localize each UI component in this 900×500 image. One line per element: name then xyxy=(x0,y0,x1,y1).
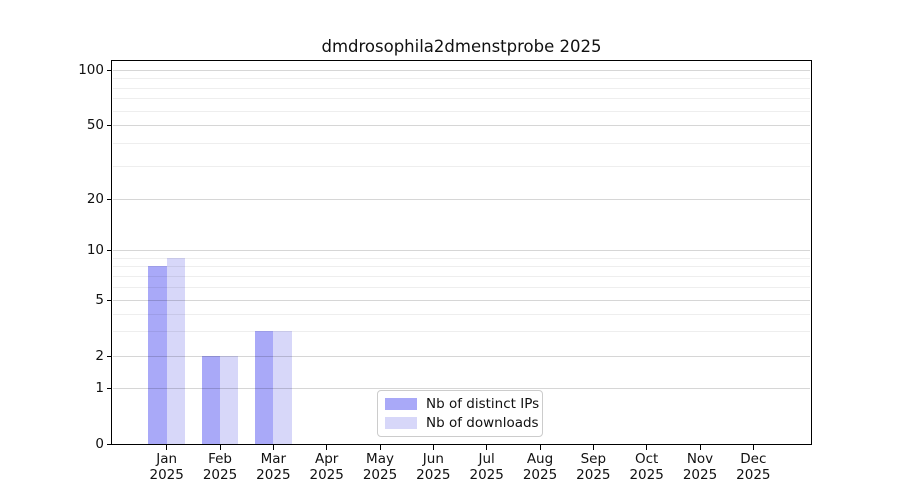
x-tick-year-oct: 2025 xyxy=(629,466,664,483)
x-tick-month-jan: Jan xyxy=(156,451,178,467)
x-tick-year-aug: 2025 xyxy=(522,466,558,483)
bar-distinct-ips-jan xyxy=(148,266,167,444)
gridline-major-10 xyxy=(113,250,810,251)
x-tick-year-jan: 2025 xyxy=(149,466,184,483)
x-tick-month-mar: Mar xyxy=(260,451,287,467)
legend-item-distinct-ips: Nb of distinct IPs xyxy=(385,396,540,412)
y-tick-label-2: 2 xyxy=(95,348,104,364)
x-tick-apr xyxy=(326,445,328,450)
x-tick-jul xyxy=(486,445,488,450)
x-tick-month-oct: Oct xyxy=(634,451,659,467)
x-tick-label-jul: Jul 2025 xyxy=(455,451,519,483)
gridline-major-5 xyxy=(113,300,810,301)
x-tick-month-dec: Dec xyxy=(740,451,767,467)
x-tick-label-nov: Nov 2025 xyxy=(668,451,732,483)
gridline-minor-40 xyxy=(113,143,810,145)
x-tick-label-may: May 2025 xyxy=(348,451,412,483)
y-tick-50 xyxy=(107,124,112,126)
x-tick-month-jun: Jun xyxy=(422,451,444,467)
x-tick-label-apr: Apr 2025 xyxy=(295,451,359,483)
gridline-minor-90 xyxy=(113,78,810,80)
bar-distinct-ips-mar xyxy=(255,331,274,444)
legend-swatch-downloads xyxy=(385,417,417,429)
x-tick-dec xyxy=(752,445,755,450)
x-tick-month-jul: Jul xyxy=(478,451,495,467)
y-tick-10 xyxy=(107,249,112,251)
y-tick-1 xyxy=(107,387,112,389)
legend-item-downloads: Nb of downloads xyxy=(385,415,539,431)
x-tick-label-sep: Sep 2025 xyxy=(561,451,625,483)
y-tick-label-50: 50 xyxy=(86,117,104,133)
bar-downloads-jan xyxy=(166,257,185,444)
x-tick-label-dec: Dec 2025 xyxy=(721,451,785,483)
y-tick-label-20: 20 xyxy=(86,191,104,207)
y-tick-label-10: 10 xyxy=(86,242,104,258)
x-tick-may xyxy=(379,445,381,450)
x-tick-month-may: May xyxy=(366,451,394,467)
x-tick-year-dec: 2025 xyxy=(736,466,771,483)
legend-swatch-distinct-ips xyxy=(385,398,417,410)
x-tick-year-may: 2025 xyxy=(362,466,398,483)
y-tick-label-0: 0 xyxy=(95,436,104,452)
y-tick-100 xyxy=(107,69,112,71)
legend-label-distinct-ips: Nb of distinct IPs xyxy=(426,396,540,412)
gridline-major-50 xyxy=(113,125,810,126)
gridline-major-100 xyxy=(113,70,810,71)
legend: Nb of distinct IPs Nb of downloads xyxy=(377,390,543,437)
legend-label-downloads: Nb of downloads xyxy=(426,415,539,431)
gridline-minor-70 xyxy=(113,98,810,100)
x-tick-nov xyxy=(699,445,701,450)
x-tick-label-mar: Mar 2025 xyxy=(241,451,305,483)
x-tick-month-apr: Apr xyxy=(315,451,339,467)
gridline-minor-8 xyxy=(113,266,810,268)
bar-downloads-mar xyxy=(273,331,292,444)
gridline-minor-9 xyxy=(113,257,810,259)
bar-downloads-feb xyxy=(220,356,239,444)
x-tick-year-mar: 2025 xyxy=(256,466,291,483)
gridline-minor-6 xyxy=(113,286,810,288)
x-tick-month-nov: Nov xyxy=(686,451,714,467)
x-tick-oct xyxy=(646,445,648,450)
x-tick-mar xyxy=(272,445,275,450)
x-tick-month-aug: Aug xyxy=(526,451,554,467)
x-tick-jun xyxy=(432,445,435,450)
x-tick-jan xyxy=(166,445,168,450)
x-tick-month-sep: Sep xyxy=(580,451,607,467)
x-tick-year-sep: 2025 xyxy=(576,466,611,483)
x-tick-feb xyxy=(219,445,221,450)
gridline-minor-80 xyxy=(113,87,810,89)
y-tick-2 xyxy=(107,355,112,357)
x-tick-year-apr: 2025 xyxy=(309,466,344,483)
x-tick-sep xyxy=(592,445,595,450)
bar-distinct-ips-feb xyxy=(201,356,221,444)
x-tick-label-aug: Aug 2025 xyxy=(508,451,572,483)
y-tick-20 xyxy=(107,198,112,200)
gridline-minor-60 xyxy=(113,110,810,112)
chart-title: dmdrosophila2dmenstprobe 2025 xyxy=(321,37,602,56)
x-tick-label-jan: Jan 2025 xyxy=(135,451,199,483)
gridline-major-20 xyxy=(113,199,810,200)
x-tick-year-jun: 2025 xyxy=(416,466,451,483)
y-tick-5 xyxy=(107,299,112,301)
x-tick-year-feb: 2025 xyxy=(202,466,238,483)
x-tick-label-jun: Jun 2025 xyxy=(401,451,465,483)
gridline-minor-3 xyxy=(113,331,810,333)
y-tick-label-1: 1 xyxy=(95,380,104,396)
x-tick-label-feb: Feb 2025 xyxy=(188,451,252,483)
gridline-major-2 xyxy=(113,356,810,357)
gridline-major-1 xyxy=(113,388,810,389)
y-tick-label-5: 5 xyxy=(95,292,104,308)
gridline-minor-30 xyxy=(113,166,810,168)
y-tick-0 xyxy=(107,443,112,445)
x-tick-month-feb: Feb xyxy=(208,451,232,467)
x-tick-year-jul: 2025 xyxy=(469,466,504,483)
x-tick-year-nov: 2025 xyxy=(682,466,718,483)
y-tick-label-100: 100 xyxy=(78,62,104,78)
gridline-minor-7 xyxy=(113,275,810,277)
x-tick-label-oct: Oct 2025 xyxy=(615,451,679,483)
gridline-minor-4 xyxy=(113,313,810,315)
x-tick-aug xyxy=(539,445,541,450)
